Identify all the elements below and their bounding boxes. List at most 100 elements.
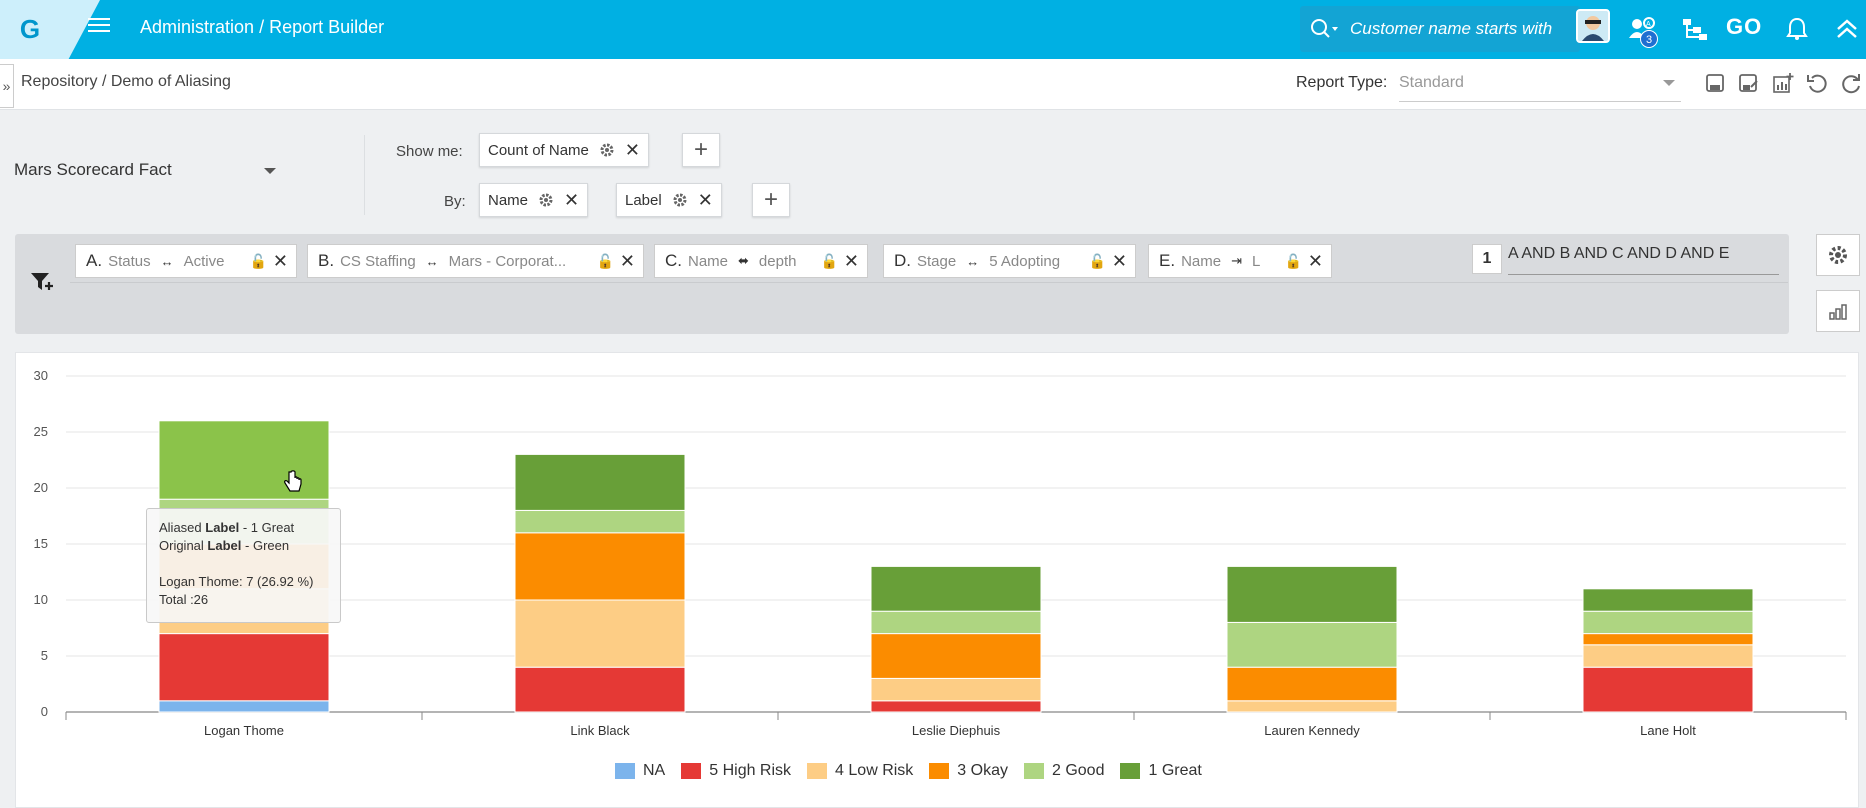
filter-chip-b[interactable]: B. CS Staffing ↔ Mars - Corporat... 🔓 ✕: [307, 244, 644, 278]
bar-segment[interactable]: [1582, 644, 1754, 668]
legend-label: 3 Okay: [957, 762, 1008, 779]
close-icon[interactable]: ✕: [272, 251, 288, 271]
legend-item[interactable]: 3 Okay: [929, 762, 1008, 780]
undo-icon[interactable]: [1805, 71, 1829, 95]
filter-operator-icon: ↔: [966, 253, 980, 269]
breadcrumb-separator: /: [259, 17, 265, 37]
close-icon[interactable]: ✕: [624, 140, 640, 160]
object-select[interactable]: Mars Scorecard Fact: [14, 160, 276, 180]
go-icon[interactable]: GO: [1726, 14, 1763, 39]
bar-segment[interactable]: [158, 633, 330, 702]
legend-item[interactable]: 4 Low Risk: [807, 762, 913, 780]
bar-segment[interactable]: [1582, 588, 1754, 612]
add-group-by-button[interactable]: +: [752, 183, 790, 217]
legend-label: 1 Great: [1148, 762, 1202, 779]
unlock-icon[interactable]: 🔓: [1088, 252, 1106, 269]
bar-segment[interactable]: [158, 420, 330, 500]
gear-icon[interactable]: [538, 192, 554, 208]
legend-item[interactable]: 5 High Risk: [681, 762, 791, 780]
save-as-icon[interactable]: [1737, 71, 1761, 95]
filter-chip-c[interactable]: C. Name ⬌ depth 🔓 ✕: [654, 244, 868, 278]
filter-field: Name: [1181, 252, 1222, 270]
legend-swatch: [807, 763, 828, 779]
filter-operator-icon: ⇥: [1231, 253, 1242, 268]
legend-item[interactable]: 2 Good: [1023, 762, 1104, 780]
filter-add-icon[interactable]: [29, 270, 55, 294]
logic-number: 1: [1472, 244, 1502, 274]
bar-segment[interactable]: [870, 700, 1042, 713]
close-icon[interactable]: ✕: [564, 190, 580, 210]
filter-logic-input[interactable]: A AND B AND C AND D AND E: [1508, 245, 1779, 275]
show-me-label: Show me:: [396, 143, 463, 160]
unlock-icon[interactable]: 🔓: [596, 252, 614, 269]
bar-segment[interactable]: [1582, 666, 1754, 713]
x-tick-label: Lauren Kennedy: [1264, 723, 1360, 738]
y-tick-label: 5: [41, 648, 48, 663]
close-icon[interactable]: ✕: [1307, 251, 1323, 271]
chevron-up-icon[interactable]: [1830, 10, 1864, 48]
bar-segment[interactable]: [1582, 610, 1754, 635]
unlock-icon[interactable]: 🔓: [1284, 252, 1302, 269]
bar-segment[interactable]: [514, 599, 686, 668]
bar-segment[interactable]: [1582, 633, 1754, 646]
save-icon[interactable]: [1703, 71, 1727, 95]
breadcrumb-separator: /: [101, 73, 107, 90]
bell-icon[interactable]: [1780, 10, 1814, 48]
show-me-field-chip[interactable]: Count of Name ✕: [479, 133, 649, 167]
bar-segment[interactable]: [514, 453, 686, 511]
filter-chip-a[interactable]: A. Status ↔ Active 🔓 ✕: [75, 244, 297, 278]
close-icon[interactable]: ✕: [697, 190, 713, 210]
group-by-chip-name[interactable]: Name ✕: [479, 183, 589, 217]
y-tick-label: 30: [34, 368, 48, 383]
breadcrumb-administration[interactable]: Administration: [140, 17, 255, 37]
refresh-icon[interactable]: [1839, 71, 1863, 95]
bar-segment[interactable]: [870, 565, 1042, 612]
close-icon[interactable]: ✕: [619, 251, 635, 271]
close-icon[interactable]: ✕: [843, 251, 859, 271]
chevron-down-icon: [1663, 80, 1675, 86]
global-search[interactable]: Customer name starts with: [1300, 6, 1580, 52]
bar-segment[interactable]: [870, 677, 1042, 702]
avatar[interactable]: [1576, 9, 1610, 43]
bar-segment[interactable]: [1226, 666, 1398, 702]
chart-icon: [1829, 304, 1847, 320]
bar-segment[interactable]: [870, 610, 1042, 635]
filter-chip-d[interactable]: D. Stage ↔ 5 Adopting 🔓 ✕: [883, 244, 1136, 278]
gear-icon[interactable]: [672, 192, 688, 208]
breadcrumb-repository[interactable]: Repository: [21, 73, 98, 90]
bar-segment[interactable]: [1226, 700, 1398, 713]
expand-sidebar-icon[interactable]: »: [0, 64, 14, 108]
settings-button[interactable]: [1816, 234, 1860, 276]
legend-label: NA: [643, 762, 666, 779]
x-tick-label: Lane Holt: [1640, 723, 1696, 738]
bar-segment[interactable]: [158, 700, 330, 713]
search-icon[interactable]: [1310, 18, 1340, 40]
legend-item[interactable]: 1 Great: [1120, 762, 1202, 780]
org-chart-icon[interactable]: [1678, 10, 1712, 48]
legend-item[interactable]: NA: [615, 762, 665, 780]
bar-segment[interactable]: [870, 633, 1042, 679]
bar-segment[interactable]: [1226, 565, 1398, 623]
unlock-icon[interactable]: 🔓: [249, 252, 267, 269]
add-measure-button[interactable]: +: [682, 133, 720, 167]
by-label: By:: [444, 193, 466, 210]
close-icon[interactable]: ✕: [1111, 251, 1127, 271]
filter-value: L: [1251, 252, 1261, 270]
tooltip-total-line: Total :26: [159, 592, 209, 607]
gear-icon[interactable]: [599, 142, 615, 158]
y-tick-label: 10: [34, 592, 48, 607]
report-type-select[interactable]: Standard: [1399, 72, 1681, 102]
group-by-chip-label[interactable]: Label ✕: [616, 183, 722, 217]
app-logo[interactable]: G: [0, 0, 60, 59]
chart-type-button[interactable]: [1816, 290, 1860, 332]
bar-segment[interactable]: [514, 666, 686, 713]
filter-chip-e[interactable]: E. Name ⇥ L 🔓 ✕: [1148, 244, 1332, 278]
bar-segment[interactable]: [514, 532, 686, 601]
bar-segment[interactable]: [514, 509, 686, 534]
bar-segment[interactable]: [1226, 621, 1398, 668]
unlock-icon[interactable]: 🔓: [820, 252, 838, 269]
legend-swatch: [1023, 763, 1044, 779]
hamburger-icon[interactable]: [88, 14, 110, 34]
add-chart-icon[interactable]: [1771, 71, 1795, 95]
gear-icon: [1829, 246, 1847, 264]
